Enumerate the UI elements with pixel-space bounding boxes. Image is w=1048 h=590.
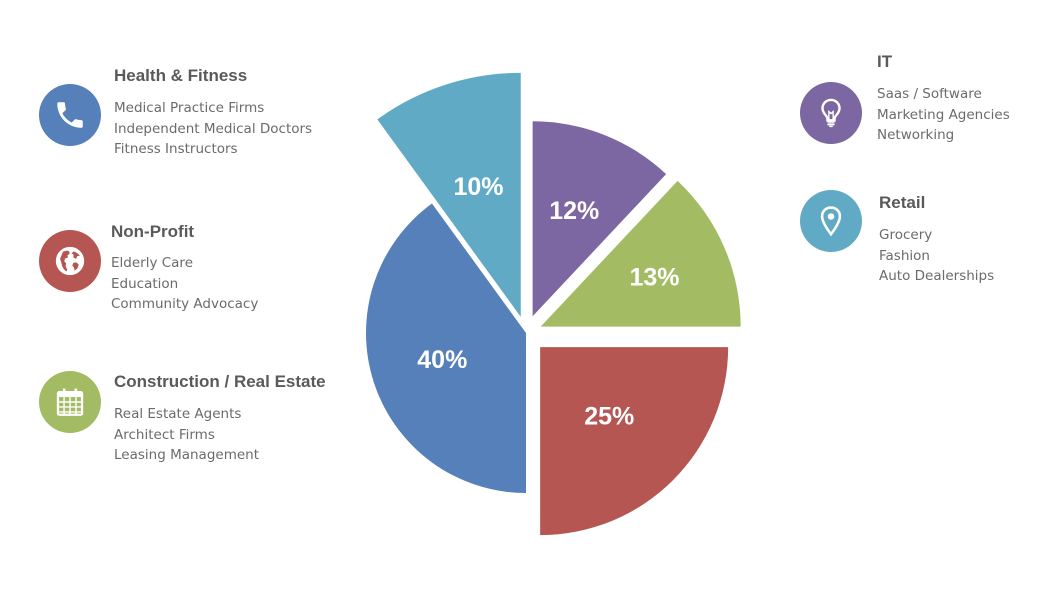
category-item: Education bbox=[111, 275, 179, 292]
category-items: Elderly Care Education Community Advocac… bbox=[111, 253, 258, 315]
category-title: Non-Profit bbox=[111, 222, 195, 241]
pie-slice-label: 13% bbox=[629, 263, 679, 291]
category-items: Grocery Fashion Auto Dealerships bbox=[879, 225, 994, 287]
category-item: Fashion bbox=[879, 247, 930, 264]
category-item: Marketing Agencies bbox=[877, 106, 1010, 123]
lightbulb-icon bbox=[800, 82, 862, 144]
category-item: Networking bbox=[877, 127, 955, 143]
pie-slice-retail bbox=[377, 72, 521, 317]
category-item: Grocery bbox=[879, 227, 933, 243]
category-item: Fitness Instructors bbox=[114, 141, 238, 157]
globe-icon bbox=[39, 230, 101, 292]
pie-slice-it bbox=[532, 121, 667, 317]
pie-slice-label: 10% bbox=[453, 173, 503, 201]
pie-slice-health-fitness bbox=[366, 203, 526, 493]
map-pin-icon bbox=[800, 190, 862, 252]
category-item: Leasing Management bbox=[114, 447, 259, 463]
category-items: Real Estate Agents Architect Firms Leasi… bbox=[114, 404, 259, 466]
phone-icon bbox=[39, 84, 101, 146]
pie-slice-label: 12% bbox=[549, 197, 599, 225]
category-title: IT bbox=[877, 52, 893, 71]
category-item: Architect Firms bbox=[114, 426, 215, 443]
category-item: Medical Practice Firms bbox=[114, 100, 265, 116]
pie-slice-construction-real-estate bbox=[540, 180, 741, 327]
category-items: Saas / Software Marketing Agencies Netwo… bbox=[877, 84, 1010, 146]
category-title: Health & Fitness bbox=[114, 66, 248, 85]
category-item: Auto Dealerships bbox=[879, 268, 995, 284]
pie-slice-label: 25% bbox=[584, 402, 634, 430]
pie-slice-label: 40% bbox=[417, 346, 467, 374]
category-items: Medical Practice Firms Independent Medic… bbox=[114, 98, 312, 160]
category-item: Elderly Care bbox=[111, 255, 193, 271]
category-item: Real Estate Agents bbox=[114, 406, 242, 422]
category-title: Retail bbox=[879, 193, 926, 212]
category-title: Construction / Real Estate bbox=[114, 372, 326, 391]
calendar-icon bbox=[39, 371, 101, 433]
category-item: Saas / Software bbox=[877, 86, 982, 102]
category-item: Community Advocacy bbox=[111, 296, 259, 312]
pie-slice-non-profit bbox=[540, 347, 729, 536]
category-item: Independent Medical Doctors bbox=[114, 120, 313, 137]
